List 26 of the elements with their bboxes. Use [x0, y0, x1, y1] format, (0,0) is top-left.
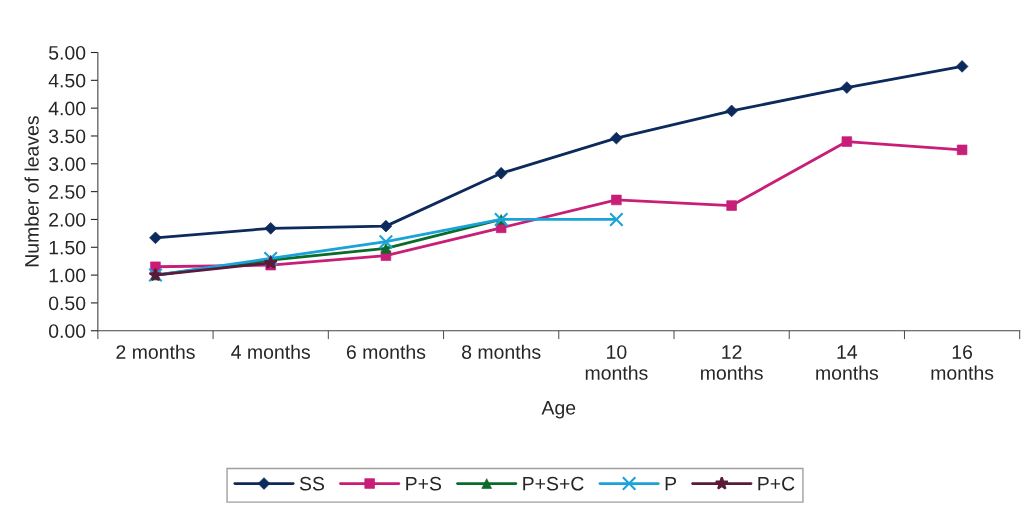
- x-tick-label: 8 months: [462, 344, 541, 359]
- x-tick-label: 2 months: [116, 344, 195, 359]
- x-tick-label: 4 months: [231, 344, 310, 359]
- y-tick-label: 2.00: [49, 212, 86, 227]
- y-tick-label: 1.00: [49, 268, 86, 283]
- y-tick-label: 5.00: [48, 45, 86, 60]
- x-tick-label: 10 months: [585, 345, 648, 380]
- legend-label: SS: [299, 476, 325, 491]
- y-tick-label: 1.50: [49, 240, 86, 255]
- legend-label: P+S+C: [523, 476, 584, 491]
- y-tick-label: 3.50: [48, 129, 86, 144]
- x-tick-label: 14 months: [816, 345, 879, 380]
- legend-label: P: [665, 476, 677, 491]
- y-tick-label: 0.00: [48, 324, 86, 338]
- y-tick-label: 4.50: [48, 73, 86, 88]
- y-tick-label: 2.50: [49, 185, 86, 199]
- x-tick-label: 16 months: [931, 345, 994, 380]
- legend-label: P+S: [406, 476, 442, 491]
- y-tick-label: 4.00: [48, 101, 86, 116]
- y-axis-title: Number of leaves: [24, 116, 39, 267]
- y-tick-label: 3.00: [48, 157, 86, 172]
- x-tick-label: 12 months: [701, 345, 763, 380]
- y-tick-label: 0.50: [48, 296, 86, 311]
- x-tick-label: 6 months: [346, 344, 426, 359]
- legend-label: P+C: [758, 476, 795, 491]
- x-axis-title: Age: [541, 401, 576, 419]
